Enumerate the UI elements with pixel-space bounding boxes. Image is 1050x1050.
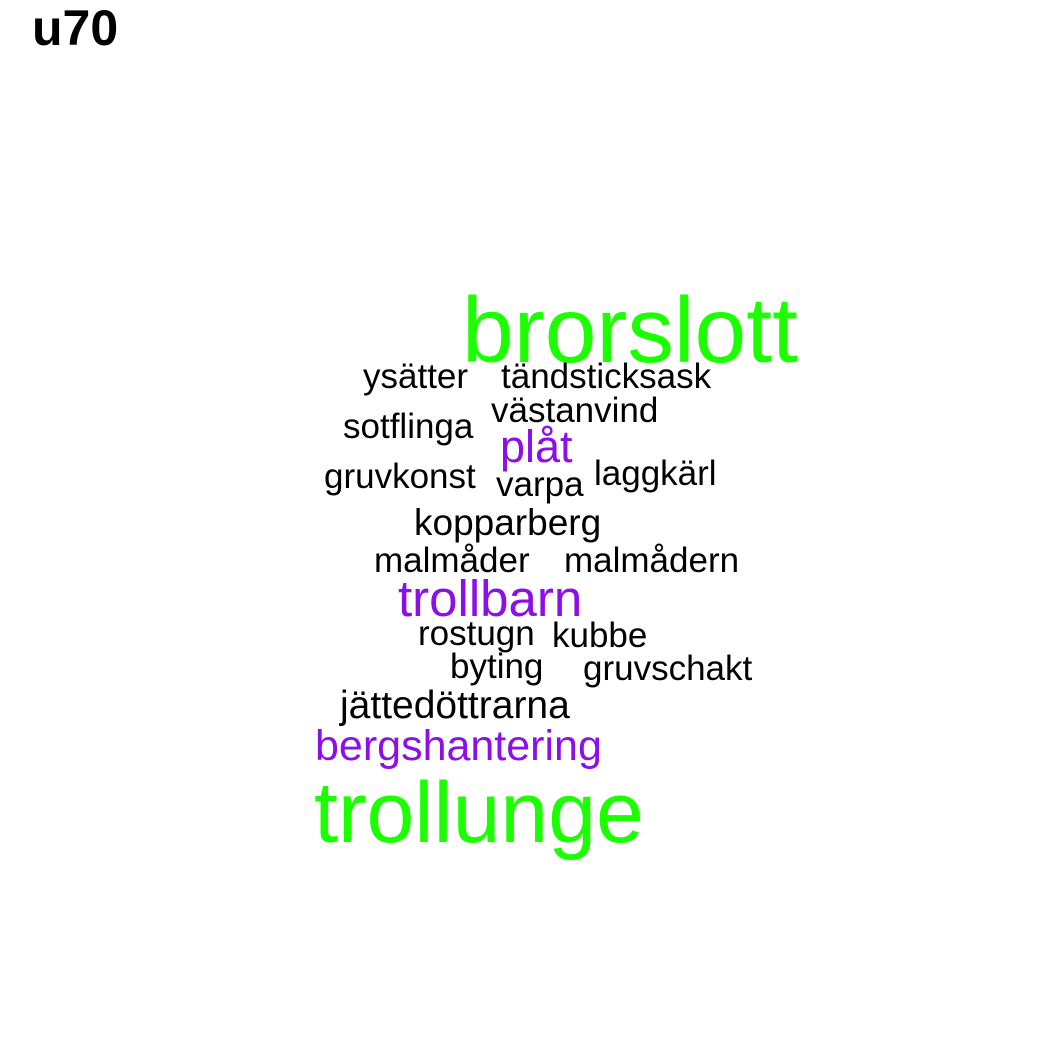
word-plat: plåt [500,421,573,472]
word-kubbe: kubbe [552,616,648,655]
word-varpa: varpa [496,465,584,504]
word-brorslott: brorslott [462,278,798,382]
word-rostugn: rostugn [418,614,535,653]
word-trollunge: trollunge [314,765,644,861]
word-sotflinga: sotflinga [343,407,474,446]
word-tandsticksask: tändsticksask [501,357,712,396]
word-bergshantering: bergshantering [315,722,602,770]
word-byting: byting [450,647,544,686]
word-trollbarn: trollbarn [398,570,583,627]
word-malmadern: malmådern [564,541,740,580]
page-title: u70 [32,0,119,56]
word-jattedottrarna: jättedöttrarna [340,684,570,727]
word-kopparberg: kopparberg [414,502,602,543]
word-laggkarl: laggkärl [594,454,717,493]
word-ysatter: ysätter [363,357,469,396]
word-gruvschakt: gruvschakt [583,649,753,688]
word-vastanvind: västanvind [491,391,659,430]
word-malmader: malmåder [374,541,530,580]
word-gruvkonst: gruvkonst [324,457,476,496]
